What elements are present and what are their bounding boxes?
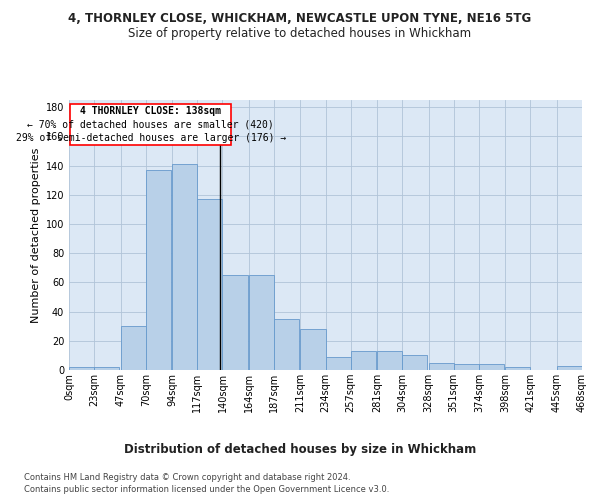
Text: Size of property relative to detached houses in Whickham: Size of property relative to detached ho…	[128, 28, 472, 40]
Bar	[402, 356, 427, 370]
Bar	[300, 329, 325, 370]
Text: Distribution of detached houses by size in Whickham: Distribution of detached houses by size …	[124, 442, 476, 456]
Bar	[557, 366, 582, 370]
Bar	[172, 164, 197, 370]
Bar	[69, 367, 94, 370]
Bar	[325, 357, 351, 370]
Text: Contains HM Land Registry data © Crown copyright and database right 2024.: Contains HM Land Registry data © Crown c…	[24, 472, 350, 482]
Bar	[197, 199, 223, 370]
Bar	[223, 275, 248, 370]
Bar	[377, 351, 402, 370]
Y-axis label: Number of detached properties: Number of detached properties	[31, 148, 41, 322]
Bar	[454, 364, 479, 370]
Bar	[479, 364, 504, 370]
Text: ← 70% of detached houses are smaller (420): ← 70% of detached houses are smaller (42…	[27, 120, 274, 130]
FancyBboxPatch shape	[70, 104, 231, 145]
Bar	[94, 367, 119, 370]
Text: 29% of semi-detached houses are larger (176) →: 29% of semi-detached houses are larger (…	[16, 133, 286, 143]
Bar	[146, 170, 171, 370]
Bar	[428, 362, 454, 370]
Bar	[249, 275, 274, 370]
Bar	[505, 367, 530, 370]
Text: 4, THORNLEY CLOSE, WHICKHAM, NEWCASTLE UPON TYNE, NE16 5TG: 4, THORNLEY CLOSE, WHICKHAM, NEWCASTLE U…	[68, 12, 532, 26]
Text: Contains public sector information licensed under the Open Government Licence v3: Contains public sector information licen…	[24, 485, 389, 494]
Bar	[351, 351, 376, 370]
Bar	[274, 319, 299, 370]
Bar	[121, 326, 146, 370]
Bar	[582, 366, 600, 370]
Text: 4 THORNLEY CLOSE: 138sqm: 4 THORNLEY CLOSE: 138sqm	[80, 106, 221, 116]
